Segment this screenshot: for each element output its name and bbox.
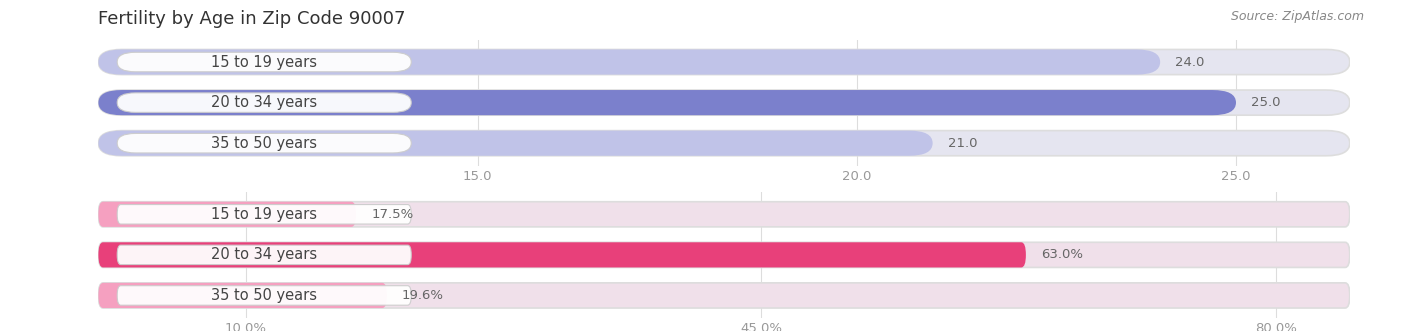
- FancyBboxPatch shape: [98, 242, 1350, 267]
- FancyBboxPatch shape: [117, 93, 411, 112]
- Text: 20 to 34 years: 20 to 34 years: [211, 247, 318, 262]
- Text: 17.5%: 17.5%: [371, 208, 413, 221]
- Text: 25.0: 25.0: [1251, 96, 1281, 109]
- Text: 24.0: 24.0: [1175, 56, 1205, 69]
- Text: 20 to 34 years: 20 to 34 years: [211, 95, 318, 110]
- FancyBboxPatch shape: [117, 52, 411, 72]
- Text: 63.0%: 63.0%: [1040, 248, 1083, 261]
- FancyBboxPatch shape: [98, 90, 1350, 115]
- FancyBboxPatch shape: [98, 131, 1350, 156]
- Text: Fertility by Age in Zip Code 90007: Fertility by Age in Zip Code 90007: [98, 10, 406, 28]
- FancyBboxPatch shape: [117, 133, 411, 153]
- Text: 19.6%: 19.6%: [402, 289, 444, 302]
- Text: Source: ZipAtlas.com: Source: ZipAtlas.com: [1230, 10, 1364, 23]
- FancyBboxPatch shape: [117, 205, 411, 224]
- FancyBboxPatch shape: [98, 283, 1350, 308]
- FancyBboxPatch shape: [98, 202, 356, 227]
- FancyBboxPatch shape: [98, 90, 1236, 115]
- Text: 35 to 50 years: 35 to 50 years: [211, 288, 318, 303]
- Text: 35 to 50 years: 35 to 50 years: [211, 136, 318, 151]
- FancyBboxPatch shape: [117, 286, 411, 305]
- Text: 21.0: 21.0: [948, 137, 977, 150]
- FancyBboxPatch shape: [98, 283, 387, 308]
- FancyBboxPatch shape: [98, 131, 932, 156]
- FancyBboxPatch shape: [98, 202, 1350, 227]
- FancyBboxPatch shape: [98, 49, 1350, 74]
- FancyBboxPatch shape: [117, 245, 411, 264]
- Text: 15 to 19 years: 15 to 19 years: [211, 207, 318, 222]
- FancyBboxPatch shape: [98, 49, 1160, 74]
- FancyBboxPatch shape: [98, 242, 1026, 267]
- Text: 15 to 19 years: 15 to 19 years: [211, 55, 318, 70]
